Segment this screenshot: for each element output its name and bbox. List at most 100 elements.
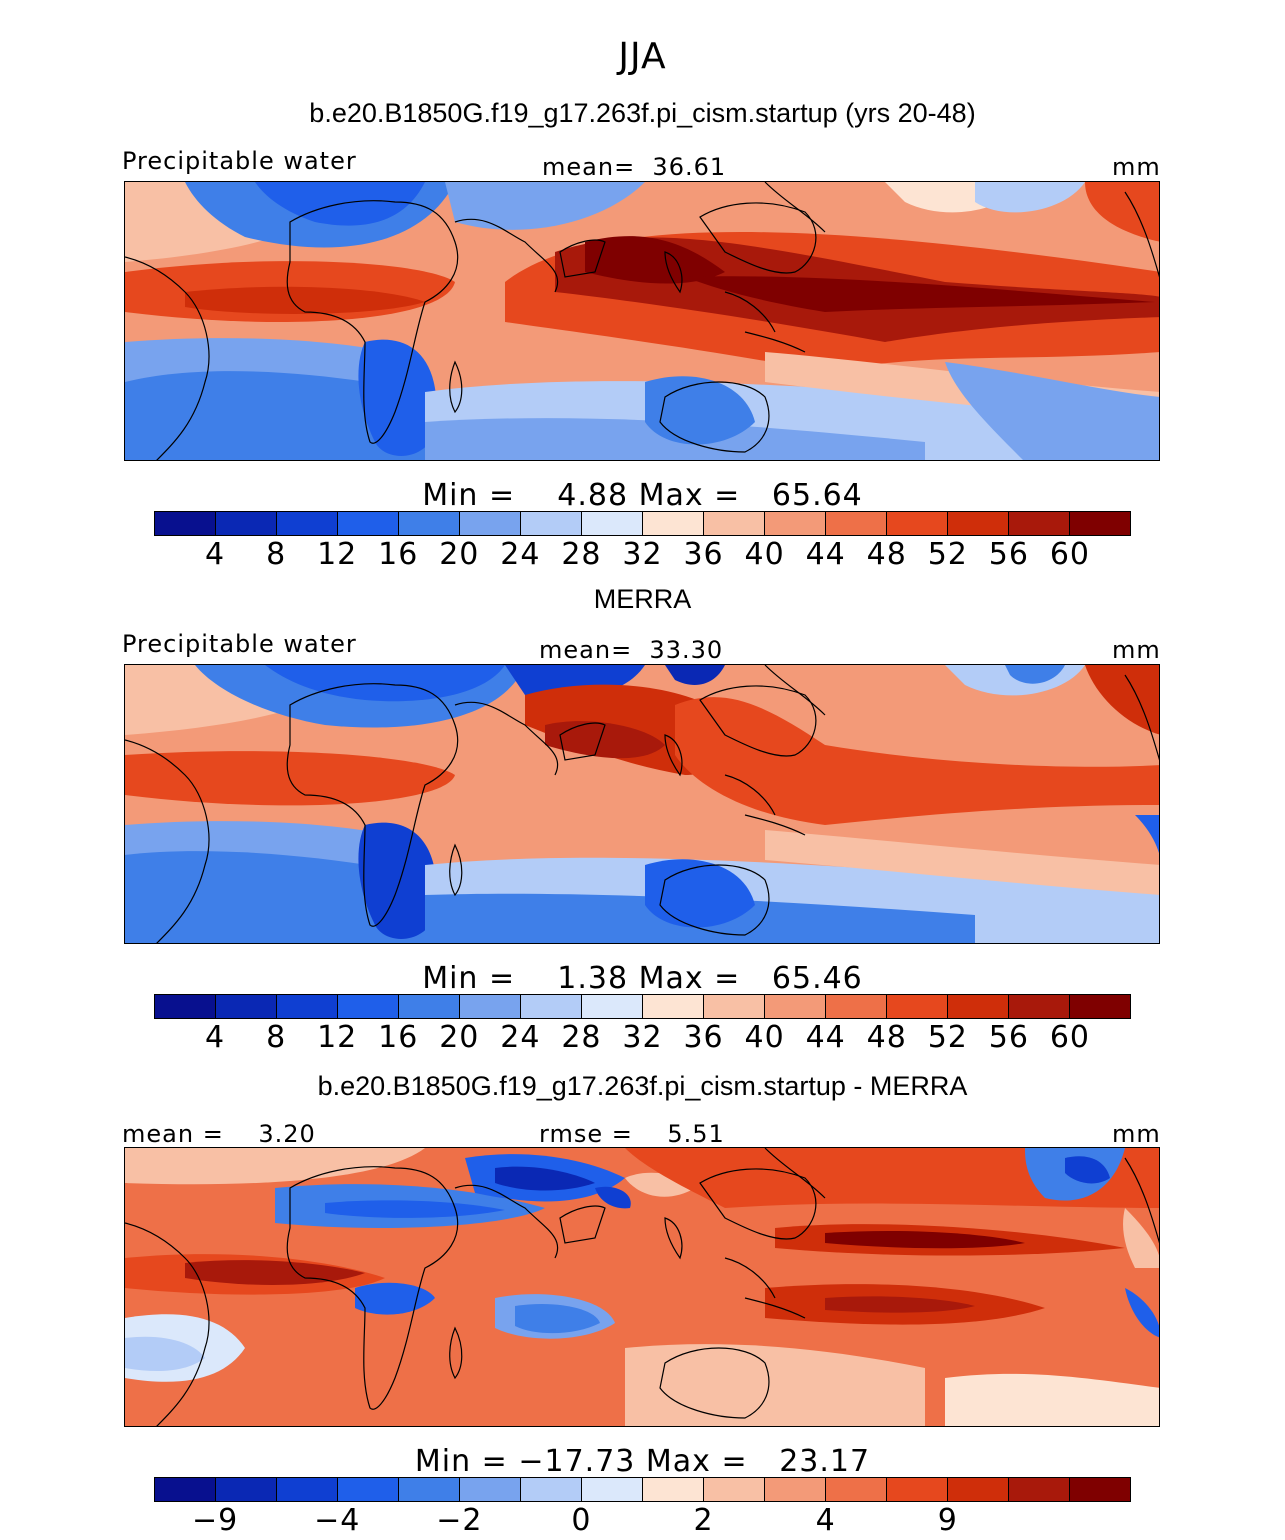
colorbar-tick-label: 40: [744, 1020, 785, 1055]
colorbar-swatch: [1070, 512, 1130, 535]
panel1-map: [124, 181, 1160, 461]
colorbar-tick-label: 4: [815, 1503, 836, 1538]
colorbar-tick-label: 8: [266, 537, 287, 572]
figure-title: JJA: [618, 36, 667, 77]
panel3-rmse-label: rmse = 5.51: [539, 1120, 725, 1148]
colorbar-swatch: [216, 995, 277, 1018]
colorbar-swatch: [1070, 1478, 1130, 1501]
colorbar-swatch: [521, 995, 582, 1018]
colorbar-swatch: [521, 1478, 582, 1501]
colorbar-swatch: [643, 1478, 704, 1501]
panel2-colorbar-ticks: 4 8 12 16 20 24 28 32 36 40 44 48 52 56 60: [154, 1020, 1131, 1055]
colorbar-swatch: [155, 1478, 216, 1501]
colorbar-swatch: [948, 512, 1009, 535]
colorbar-tick-label: 28: [561, 1020, 602, 1055]
colorbar-tick-label: 16: [378, 537, 419, 572]
colorbar-swatch: [338, 512, 399, 535]
colorbar-swatch: [1009, 995, 1070, 1018]
colorbar-swatch: [643, 995, 704, 1018]
colorbar-tick-label: 36: [683, 537, 724, 572]
colorbar-tick-label: 36: [683, 1020, 724, 1055]
colorbar-tick-label: 9: [937, 1503, 958, 1538]
colorbar-tick-label: −2: [436, 1503, 483, 1538]
colorbar-swatch: [460, 1478, 521, 1501]
colorbar-swatch: [521, 512, 582, 535]
colorbar-swatch: [643, 512, 704, 535]
colorbar-swatch: [765, 1478, 826, 1501]
colorbar-swatch: [948, 1478, 1009, 1501]
panel1-mean-label: mean= 36.61: [542, 153, 727, 181]
panel2-units-label: mm: [1112, 636, 1161, 664]
colorbar-tick-label: 32: [622, 537, 663, 572]
panel3-heatmap-field: [125, 1148, 1159, 1426]
colorbar-tick-label: 48: [866, 1020, 907, 1055]
colorbar-tick-label: −9: [191, 1503, 239, 1538]
colorbar-swatch: [399, 1478, 460, 1501]
colorbar-tick-label: 28: [561, 537, 602, 572]
colorbar-tick-label: 2: [693, 1503, 714, 1538]
panel1-units-label: mm: [1112, 153, 1161, 181]
colorbar-swatch: [582, 1478, 643, 1501]
colorbar-tick-label: 44: [805, 1020, 846, 1055]
panel2-map: [124, 664, 1160, 944]
panel3-map: [124, 1147, 1160, 1427]
colorbar-swatch: [216, 1478, 277, 1501]
colorbar-swatch: [399, 512, 460, 535]
colorbar-swatch: [338, 1478, 399, 1501]
colorbar-tick-label: 40: [744, 537, 785, 572]
colorbar-swatch: [1009, 1478, 1070, 1501]
colorbar-swatch: [460, 512, 521, 535]
colorbar-swatch: [765, 512, 826, 535]
colorbar-swatch: [1009, 512, 1070, 535]
colorbar-tick-label: 24: [500, 1020, 541, 1055]
panel2-mean-label: mean= 33.30: [539, 636, 724, 664]
colorbar-swatch: [155, 995, 216, 1018]
panel2-heatmap-field: [125, 665, 1159, 943]
colorbar-swatch: [826, 512, 887, 535]
colorbar-swatch: [1070, 995, 1130, 1018]
colorbar-swatch: [582, 995, 643, 1018]
colorbar-swatch: [460, 995, 521, 1018]
colorbar-tick-label: 32: [622, 1020, 663, 1055]
colorbar-tick-label: 60: [1049, 537, 1091, 572]
colorbar-swatch: [338, 995, 399, 1018]
colorbar-swatch: [399, 995, 460, 1018]
panel3-units-label: mm: [1112, 1120, 1161, 1148]
colorbar-swatch: [826, 1478, 887, 1501]
colorbar-tick-label: 60: [1049, 1020, 1091, 1055]
colorbar-tick-label: 4: [205, 537, 226, 572]
colorbar-tick-label: 12: [317, 1020, 358, 1055]
colorbar-tick-label: 8: [266, 1020, 287, 1055]
panel1-min-max: Min = 4.88 Max = 65.64: [422, 478, 863, 513]
colorbar-swatch: [704, 512, 765, 535]
colorbar-tick-label: 20: [439, 1020, 480, 1055]
colorbar-tick-label: 16: [378, 1020, 419, 1055]
panel1-colorbar-ticks: 4 8 12 16 20 24 28 32 36 40 44 48 52 56 60: [154, 537, 1131, 572]
panel3-colorbar: [154, 1477, 1131, 1502]
colorbar-tick-label: 52: [927, 537, 968, 572]
colorbar-swatch: [704, 995, 765, 1018]
colorbar-swatch: [948, 995, 1009, 1018]
colorbar-tick-label: 12: [317, 537, 358, 572]
panel3-min-max: Min = −17.73 Max = 23.17: [414, 1444, 871, 1479]
colorbar-tick-label: 56: [988, 537, 1029, 572]
panel2-min-max: Min = 1.38 Max = 65.46: [422, 961, 863, 996]
colorbar-tick-label: 24: [500, 537, 541, 572]
colorbar-tick-label: 52: [927, 1020, 968, 1055]
colorbar-swatch: [887, 1478, 948, 1501]
panel1-heatmap-field: [125, 182, 1159, 460]
colorbar-swatch: [277, 1478, 338, 1501]
colorbar-tick-label: 20: [439, 537, 480, 572]
colorbar-swatch: [155, 512, 216, 535]
colorbar-swatch: [216, 512, 277, 535]
colorbar-tick-label: 4: [205, 1020, 226, 1055]
colorbar-swatch: [582, 512, 643, 535]
panel3-mean-label: mean = 3.20: [122, 1120, 316, 1148]
panel1-colorbar: [154, 511, 1131, 536]
colorbar-swatch: [765, 995, 826, 1018]
colorbar-tick-label: 56: [988, 1020, 1029, 1055]
panel2-variable-label: Precipitable water: [122, 630, 357, 658]
colorbar-tick-label: −4: [314, 1503, 361, 1538]
panel2-colorbar: [154, 994, 1131, 1019]
colorbar-tick-label: 48: [866, 537, 907, 572]
